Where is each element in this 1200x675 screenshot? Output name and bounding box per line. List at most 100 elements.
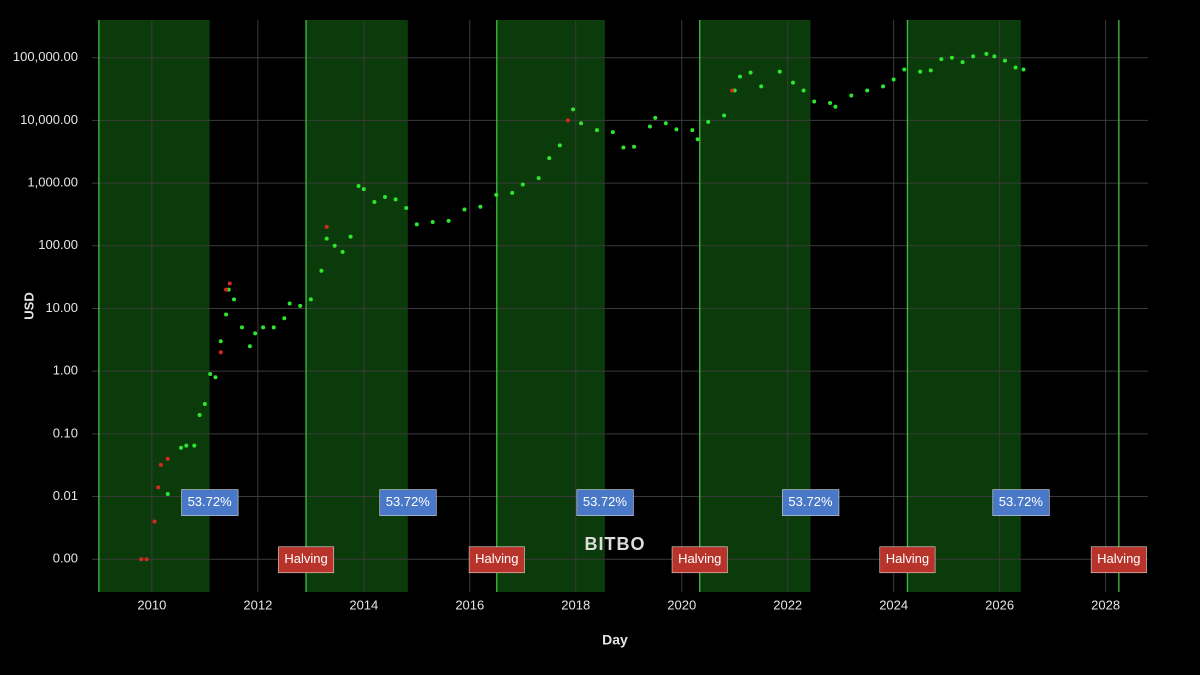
x-tick-label: 2022 — [773, 597, 802, 612]
data-point — [332, 243, 337, 248]
data-point — [939, 57, 944, 62]
data-point — [348, 234, 353, 239]
data-point — [801, 88, 806, 93]
data-point — [759, 84, 764, 89]
data-point — [152, 519, 157, 524]
data-point — [557, 143, 562, 148]
data-point — [1002, 58, 1007, 63]
data-point — [165, 456, 170, 461]
annotation-box — [671, 546, 728, 574]
annotation: Halving — [879, 546, 936, 574]
annotation-box — [1090, 546, 1147, 574]
x-tick-label: 2012 — [243, 597, 272, 612]
data-point — [632, 144, 637, 149]
data-point — [158, 462, 163, 467]
y-tick-label: 0.01 — [53, 488, 78, 503]
annotation-label: 53.72% — [386, 494, 431, 509]
annotation-label: 53.72% — [583, 494, 628, 509]
data-point — [446, 218, 451, 223]
data-point — [139, 557, 144, 562]
annotation-box — [992, 489, 1050, 516]
annotation: Halving — [468, 546, 525, 574]
data-point — [706, 119, 711, 124]
data-point — [383, 195, 388, 200]
annotation-box — [879, 546, 936, 574]
data-point — [232, 297, 237, 302]
data-point — [849, 93, 854, 98]
annotation-box — [379, 489, 437, 516]
data-point — [404, 206, 409, 211]
data-point — [695, 137, 700, 142]
y-axis-title: USD — [21, 292, 36, 319]
data-point — [218, 339, 223, 344]
data-point — [197, 412, 202, 417]
y-tick-label: 0.00 — [53, 551, 78, 566]
annotation: 53.72% — [992, 489, 1050, 516]
data-point — [478, 204, 483, 209]
data-point — [298, 303, 303, 308]
data-point — [902, 67, 907, 72]
data-point — [738, 74, 743, 79]
data-point — [261, 325, 266, 330]
data-point — [865, 88, 870, 93]
data-point — [510, 190, 515, 195]
data-point — [949, 55, 954, 60]
x-tick-label: 2020 — [667, 597, 696, 612]
annotation: 53.72% — [576, 489, 634, 516]
data-point — [520, 182, 525, 187]
data-point — [565, 118, 570, 123]
annotation: 53.72% — [379, 489, 437, 516]
data-point — [621, 145, 626, 150]
annotation-box — [576, 489, 634, 516]
annotation-label: Halving — [886, 551, 929, 566]
data-point — [663, 121, 668, 126]
y-tick-label: 1,000.00 — [27, 175, 78, 190]
data-point — [324, 236, 329, 241]
data-point — [594, 128, 599, 133]
y-tick-label: 1.00 — [53, 363, 78, 378]
y-tick-label: 100,000.00 — [13, 49, 78, 64]
annotation: 53.72% — [782, 489, 840, 516]
data-point — [287, 301, 292, 306]
data-point — [224, 312, 229, 317]
data-point — [881, 84, 886, 89]
data-point — [494, 192, 499, 197]
data-point — [372, 199, 377, 204]
data-point — [213, 375, 218, 380]
annotation-label: 53.72% — [188, 494, 233, 509]
data-point — [971, 54, 976, 59]
data-point — [208, 372, 213, 377]
data-point — [571, 107, 576, 112]
x-tick-label: 2026 — [985, 597, 1014, 612]
annotation: 53.72% — [181, 489, 239, 516]
annotation-box — [181, 489, 239, 516]
data-point — [282, 316, 287, 321]
data-point — [928, 68, 933, 73]
annotation: Halving — [671, 546, 728, 574]
x-tick-label: 2018 — [561, 597, 590, 612]
watermark: BITBO — [585, 534, 646, 554]
x-tick-label: 2024 — [879, 597, 908, 612]
x-tick-label: 2016 — [455, 597, 484, 612]
annotation-label: Halving — [475, 551, 518, 566]
data-point — [202, 401, 207, 406]
data-point — [647, 124, 652, 129]
data-point — [324, 224, 329, 229]
data-point — [184, 443, 189, 448]
annotation: Halving — [1090, 546, 1147, 574]
data-point — [1013, 65, 1018, 70]
data-point — [722, 113, 727, 118]
data-point — [960, 60, 965, 65]
data-point — [828, 100, 833, 105]
data-point — [674, 127, 679, 132]
data-point — [610, 130, 615, 135]
annotation-label: Halving — [678, 551, 721, 566]
data-point — [340, 249, 345, 254]
data-point — [224, 287, 229, 292]
annotation-box — [278, 546, 335, 574]
data-point — [891, 77, 896, 82]
data-point — [730, 88, 735, 93]
data-point — [356, 183, 361, 188]
